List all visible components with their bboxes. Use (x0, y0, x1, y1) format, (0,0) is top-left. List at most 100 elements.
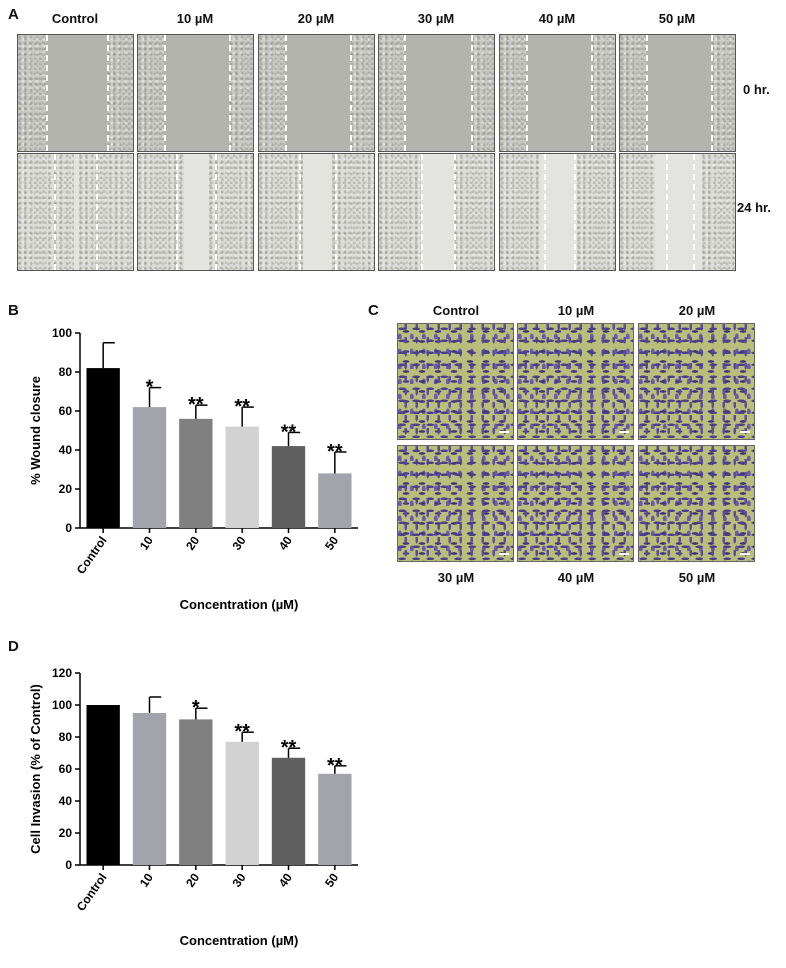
significance-marker: ** (234, 721, 250, 743)
bar (132, 407, 167, 528)
cell-layer-left (620, 35, 646, 151)
y-tick-label: 100 (52, 326, 72, 340)
cell-layer-right (453, 154, 494, 270)
wound-edge-line (106, 35, 109, 151)
cell-layer-left (18, 154, 74, 270)
y-axis-title: Cell Invasion (% of Control) (28, 684, 43, 854)
panel-d-letter: D (8, 638, 19, 655)
cell-layer-left (259, 154, 303, 270)
row-label-0hr: 0 hr. (743, 82, 770, 97)
column-label: 50 µM (658, 11, 696, 26)
scratch-image (17, 153, 134, 271)
significance-marker: ** (234, 396, 250, 418)
panel-b-letter: B (8, 302, 19, 319)
wound-edge-line (403, 35, 406, 151)
significance-marker: * (192, 697, 200, 719)
x-tick-label: Control (74, 534, 110, 577)
wound-edge-line (711, 35, 714, 151)
significance-marker: ** (281, 421, 297, 443)
wound-closure-chart: 0 20 40 60 80 100 Control * 10 ** 20 ** 30 ** 40 ** 50 % … (28, 326, 358, 612)
invasion-stain-image (397, 323, 514, 440)
x-tick-label: 50 (322, 870, 341, 889)
wound-edge-line (54, 154, 56, 270)
cell-layer-left (18, 35, 47, 151)
x-axis-title: Concentration (µM) (180, 933, 299, 948)
cell-layer-right (332, 154, 374, 270)
wound-edge-line (471, 35, 474, 151)
wound-edge-line (350, 35, 353, 151)
y-tick-label: 60 (59, 404, 73, 418)
wound-edge-line (164, 35, 167, 151)
y-axis-title: % Wound closure (28, 376, 43, 485)
wound-edge-line (96, 154, 98, 270)
scratch-image (619, 153, 736, 271)
wound-edge-line (421, 154, 423, 270)
stain-label: 40 µM (557, 570, 595, 585)
scratch-image (378, 34, 495, 152)
column-label: 30 µM (417, 11, 455, 26)
wound-edge-line (335, 154, 337, 270)
x-tick-label: 20 (183, 870, 202, 889)
wound-edge-line (591, 35, 594, 151)
row-label-24hr: 24 hr. (737, 200, 771, 215)
cell-layer-left (379, 35, 404, 151)
invasion-stain-image (638, 445, 755, 562)
scratch-image (137, 153, 254, 271)
scratch-image (258, 34, 375, 152)
invasion-stain-image (397, 445, 514, 562)
scale-bar (499, 553, 509, 555)
bar (86, 705, 120, 865)
bar (132, 713, 167, 865)
cell-layer-right (350, 35, 374, 151)
invasion-stain-image (638, 323, 755, 440)
wound-edge-line (228, 35, 231, 151)
y-tick-label: 20 (59, 482, 73, 496)
panel-c-letter: C (368, 302, 379, 319)
x-tick-label: Control (74, 871, 110, 914)
stain-label: 30 µM (437, 570, 475, 585)
y-tick-label: 20 (59, 826, 73, 840)
scratch-image (499, 153, 616, 271)
cell-layer-left (500, 35, 526, 151)
scratch-image (17, 34, 134, 152)
cell-layer-right (711, 35, 735, 151)
x-tick-label: 40 (276, 870, 295, 889)
significance-marker: ** (327, 441, 343, 463)
stain-label: 50 µM (678, 570, 716, 585)
y-tick-label: 80 (59, 365, 73, 379)
cell-layer-left (379, 154, 422, 270)
wound-edge-line (666, 154, 668, 270)
y-tick-label: 40 (59, 794, 73, 808)
cell-layer-left (259, 35, 285, 151)
y-tick-label: 0 (65, 521, 72, 535)
x-tick-label: 10 (137, 870, 156, 889)
invasion-stain-image (517, 323, 634, 440)
significance-marker: ** (327, 755, 343, 777)
column-label: 20 µM (297, 11, 335, 26)
wound-edge-line (544, 154, 546, 270)
scratch-image (499, 34, 616, 152)
wound-edge-line (574, 154, 576, 270)
wound-edge-line (645, 35, 648, 151)
bar (225, 741, 259, 865)
cell-layer-right (106, 35, 133, 151)
wound-edge-line (299, 154, 301, 270)
stain-label: Control (432, 303, 480, 318)
y-tick-label: 80 (59, 730, 73, 744)
bar (179, 719, 213, 865)
column-label: 40 µM (538, 11, 576, 26)
x-tick-label: 30 (229, 870, 248, 889)
bar (318, 473, 352, 528)
scale-bar (740, 431, 750, 433)
x-tick-label: 50 (322, 533, 341, 552)
cell-layer-right (79, 154, 133, 270)
wound-edge-line (215, 154, 217, 270)
cell-invasion-chart: 0 20 40 60 80 100 120 Control 10 * 20 ** 30 ** 40 ** 50 C… (28, 666, 358, 948)
x-tick-label: 10 (137, 533, 156, 552)
x-tick-label: 40 (276, 533, 295, 552)
x-tick-label: 20 (183, 533, 202, 552)
bar (271, 446, 306, 528)
wound-edge-line (693, 154, 695, 270)
y-tick-label: 40 (59, 443, 73, 457)
y-tick-label: 60 (59, 762, 73, 776)
